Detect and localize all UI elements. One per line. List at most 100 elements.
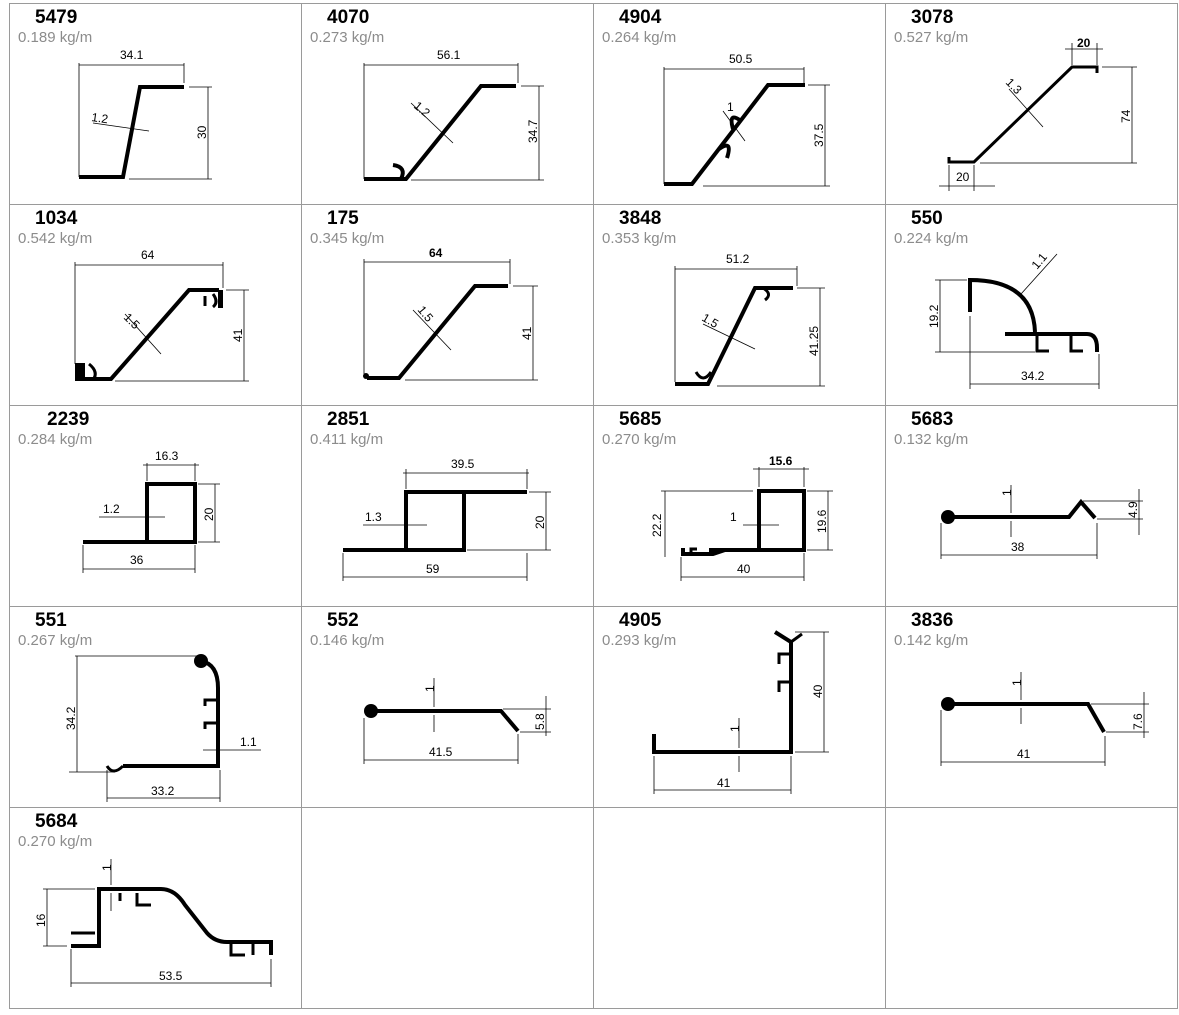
dimension-label: 1.2 xyxy=(411,99,433,121)
profile-weight: 0.284 kg/m xyxy=(18,431,92,448)
dimension-label: 1 xyxy=(1010,679,1024,686)
dimension-label: 20 xyxy=(956,170,970,184)
profile-drawing xyxy=(663,67,830,187)
profile-code: 5479 xyxy=(35,7,77,28)
dimension-label: 4.9 xyxy=(1126,501,1140,518)
profile-code: 552 xyxy=(327,610,359,631)
dimension-label: 1 xyxy=(727,100,734,114)
profile-weight: 0.345 kg/m xyxy=(310,230,384,247)
dimension-label: 19.2 xyxy=(927,304,941,328)
profile-code: 551 xyxy=(35,610,67,631)
profile-code: 5684 xyxy=(35,811,78,832)
profile-drawing xyxy=(78,63,212,180)
dimension-label: 1 xyxy=(728,725,742,732)
profile-code: 5683 xyxy=(911,409,953,430)
profile-drawing xyxy=(43,859,273,987)
profile-code: 4904 xyxy=(619,7,662,28)
dimension-label: 37.5 xyxy=(812,123,826,147)
dimension-label: 1.5 xyxy=(415,303,437,325)
profile-weight: 0.267 kg/m xyxy=(18,632,92,649)
dimension-label: 1 xyxy=(100,864,114,871)
dimension-label: 34.2 xyxy=(1021,369,1045,383)
dimension-label: 53.5 xyxy=(159,969,183,983)
dimension-label: 1.5 xyxy=(121,310,143,332)
profile-weight: 0.293 kg/m xyxy=(602,632,676,649)
profile-weight: 0.224 kg/m xyxy=(894,230,968,247)
dimension-label: 34.1 xyxy=(120,48,144,62)
dimension-label: 64 xyxy=(141,248,155,262)
dimension-label: 1 xyxy=(730,510,737,524)
dimension-label: 40 xyxy=(737,562,751,576)
dimension-label: 56.1 xyxy=(437,48,461,62)
profile-card-5684: 5684 0.270 kg/m 1 16 53.5 xyxy=(18,811,273,987)
profile-card-4905: 4905 0.293 kg/m 40 1 41 xyxy=(602,610,829,794)
profile-weight: 0.542 kg/m xyxy=(18,230,92,247)
profile-drawing xyxy=(940,672,1149,766)
dimension-label: 33.2 xyxy=(151,784,175,798)
dimension-label: 1 xyxy=(423,685,437,692)
profile-card-5683: 5683 0.132 kg/m 1 4.9 38 xyxy=(894,409,1143,559)
profile-card-1034: 1034 0.542 kg/m 64 41 1.5 xyxy=(18,208,249,382)
profile-weight: 0.189 kg/m xyxy=(18,29,92,46)
dimension-label: 1.5 xyxy=(700,310,722,331)
profile-drawing xyxy=(363,63,544,181)
profile-drawing xyxy=(82,463,220,573)
profile-drawing xyxy=(940,485,1143,559)
dimension-label: 19.6 xyxy=(815,509,829,533)
profile-weight: 0.264 kg/m xyxy=(602,29,676,46)
dimension-label: 5.8 xyxy=(533,713,547,730)
profile-code: 4905 xyxy=(619,610,662,631)
profile-card-550: 550 0.224 kg/m 1.1 19.2 34.2 xyxy=(894,208,1100,389)
dimension-label: 30 xyxy=(195,125,209,139)
dimension-label: 1.3 xyxy=(365,510,382,524)
profile-card-551: 551 0.267 kg/m 34.2 1.1 33.2 xyxy=(18,610,261,802)
profile-code: 550 xyxy=(911,208,943,229)
dimension-label: 38 xyxy=(1011,540,1025,554)
profile-drawing xyxy=(363,259,538,381)
profile-weight: 0.132 kg/m xyxy=(894,431,968,448)
dimension-label: 50.5 xyxy=(729,52,753,66)
profile-card-5685: 5685 0.270 kg/m 15.6 22.2 19.6 1 40 xyxy=(602,409,833,581)
profile-catalog-grid: 5479 0.189 kg/m 34.1 30 1.2 4070 0.273 k… xyxy=(9,3,1178,1009)
profile-card-3078: 3078 0.527 kg/m 20 74 1.3 20 xyxy=(894,7,1137,191)
profile-weight: 0.146 kg/m xyxy=(310,632,384,649)
dimension-label: 74 xyxy=(1119,109,1133,123)
grid-lines xyxy=(9,3,1178,1009)
dimension-label: 1.2 xyxy=(91,110,110,126)
profile-card-552: 552 0.146 kg/m 1 5.8 41.5 xyxy=(310,610,551,764)
dimension-label: 41 xyxy=(231,328,245,342)
profile-weight: 0.527 kg/m xyxy=(894,29,968,46)
profile-code: 1034 xyxy=(35,208,78,229)
profile-code: 5685 xyxy=(619,409,662,430)
dimension-label: 22.2 xyxy=(650,513,664,537)
dimension-label: 41.5 xyxy=(429,745,453,759)
profile-drawing xyxy=(939,43,1137,191)
dimension-label: 1.1 xyxy=(240,735,257,749)
dimension-label: 59 xyxy=(426,562,440,576)
profile-drawing xyxy=(69,654,261,802)
dimension-label: 64 xyxy=(429,246,443,260)
dimension-label: 20 xyxy=(202,507,216,521)
profile-drawing xyxy=(935,253,1100,389)
profile-card-4904: 4904 0.264 kg/m 50.5 37.5 1 xyxy=(602,7,830,187)
profile-code: 3848 xyxy=(619,208,661,229)
dimension-label: 1 xyxy=(1000,489,1014,496)
dimension-label: 41.25 xyxy=(807,326,821,356)
profile-weight: 0.142 kg/m xyxy=(894,632,968,649)
profile-drawing xyxy=(652,630,829,794)
profile-card-3836: 3836 0.142 kg/m 1 7.6 41 xyxy=(894,610,1149,766)
dimension-label: 39.5 xyxy=(451,457,475,471)
profile-code: 3078 xyxy=(911,7,953,28)
profile-code: 2239 xyxy=(47,409,89,430)
dimension-label: 41 xyxy=(1017,747,1031,761)
dimension-label: 41 xyxy=(520,326,534,340)
profile-card-2239: 2239 0.284 kg/m 16.3 20 1.2 36 xyxy=(18,409,220,573)
dimension-label: 51.2 xyxy=(726,252,750,266)
dimension-label: 34.2 xyxy=(64,706,78,730)
profile-weight: 0.273 kg/m xyxy=(310,29,384,46)
dimension-label: 41 xyxy=(717,776,731,790)
profile-weight: 0.353 kg/m xyxy=(602,230,676,247)
dimension-label: 16 xyxy=(34,913,48,927)
profile-drawing xyxy=(74,262,249,382)
dimension-label: 7.6 xyxy=(1131,713,1145,730)
